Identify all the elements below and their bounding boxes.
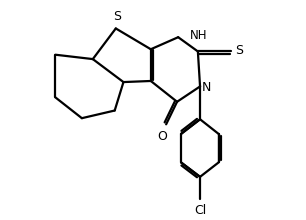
Text: NH: NH xyxy=(190,29,208,42)
Text: S: S xyxy=(113,10,121,23)
Text: S: S xyxy=(235,44,243,57)
Text: Cl: Cl xyxy=(194,204,206,216)
Text: O: O xyxy=(157,130,167,143)
Text: N: N xyxy=(202,81,212,94)
